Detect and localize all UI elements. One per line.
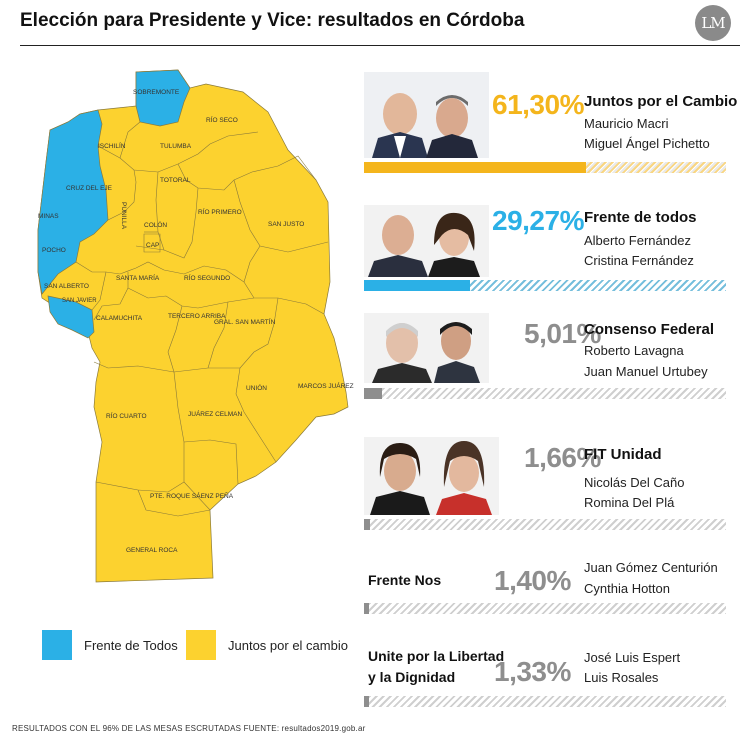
candidate-name: Nicolás Del Caño: [584, 475, 685, 490]
candidate-name: Miguel Ángel Pichetto: [584, 136, 710, 151]
label-punilla: PUNILLA: [120, 202, 127, 230]
result-card-frente: 29,27% Frente de todos Alberto Fernández…: [364, 205, 726, 295]
candidate-name: José Luis Espert: [584, 650, 681, 665]
legend-label-frente: Frente de Todos: [84, 637, 178, 653]
map-departments: [37, 69, 349, 583]
label-san-javier: SAN JAVIER: [62, 298, 97, 304]
label-colon: COLÓN: [144, 220, 167, 229]
map-labels: SOBREMONTE RÍO SECO ISCHILÍN TULUMBA TOT…: [38, 89, 354, 554]
result-bar-fill: [364, 280, 470, 291]
blue-region-san-javier: [47, 295, 95, 339]
result-bar-hatch: [470, 280, 726, 291]
candidate-name: Juan Gómez Centurión: [584, 560, 718, 575]
percentage-value: 1,33%: [494, 656, 571, 687]
candidates-photo: [364, 205, 489, 277]
result-bar: [364, 696, 726, 707]
result-card-consenso: 5,01% Consenso Federal Roberto Lavagna J…: [364, 313, 726, 403]
result-bar-fill: [364, 388, 382, 399]
party-name: y la Dignidad: [368, 669, 456, 685]
lm-logo: LM: [695, 5, 731, 41]
label-marcos-juarez: MARCOS JUÁREZ: [298, 381, 354, 390]
source-footnote: RESULTADOS CON EL 96% DE LAS MESAS ESCRU…: [12, 724, 366, 733]
result-card-juntos: 61,30% Juntos por el Cambio Mauricio Mac…: [364, 72, 737, 177]
legend-swatch-blue: [42, 630, 72, 660]
result-bar: [364, 603, 726, 614]
page-title: Elección para Presidente y Vice: resulta…: [20, 10, 525, 31]
candidate-name: Cristina Fernández: [584, 253, 694, 268]
candidates-photo: [364, 72, 489, 158]
label-tulumba: TULUMBA: [160, 143, 192, 150]
label-rio-cuarto: RÍO CUARTO: [106, 411, 147, 420]
party-name: Consenso Federal: [584, 321, 715, 338]
result-card-fit: 1,66% FIT Unidad Nicolás Del Caño Romina…: [364, 437, 726, 532]
label-union: UNIÓN: [246, 383, 267, 392]
cordoba-map: SOBREMONTE RÍO SECO ISCHILÍN TULUMBA TOT…: [37, 69, 354, 583]
result-bar: [364, 280, 726, 291]
label-rio-seco: RÍO SECO: [206, 115, 238, 124]
label-rio-segundo: RÍO SEGUNDO: [184, 273, 230, 282]
label-calamuchita: CALAMUCHITA: [96, 315, 143, 322]
label-pocho: POCHO: [42, 247, 66, 254]
legend-frente: Frente de Todos: [42, 630, 178, 660]
label-general-roca: GENERAL ROCA: [126, 547, 178, 554]
label-sobremonte: SOBREMONTE: [133, 89, 180, 96]
party-name: Unite por la Libertad: [368, 648, 505, 664]
percentage-value: 1,66%: [524, 442, 601, 473]
percentage-value: 61,30%: [492, 89, 584, 120]
label-tercero-arriba: TERCERO ARRIBA: [168, 313, 226, 320]
party-name: Frente de todos: [584, 209, 697, 226]
blue-region-west: [37, 109, 109, 295]
party-name: FIT Unidad: [584, 446, 662, 463]
result-bar: [364, 519, 726, 530]
result-bar-fill: [364, 162, 586, 173]
result-card-unite: Unite por la Libertad y la Dignidad 1,33…: [364, 646, 726, 716]
result-bar-fill: [364, 603, 369, 614]
candidate-name: Luis Rosales: [584, 670, 659, 685]
candidate-name: Mauricio Macri: [584, 116, 669, 131]
label-totoral: TOTORAL: [160, 177, 191, 184]
party-name: Juntos por el Cambio: [584, 93, 738, 110]
candidate-name: Roberto Lavagna: [584, 343, 684, 358]
label-santa-maria: SANTA MARÍA: [116, 273, 160, 282]
legend-juntos: Juntos por el cambio: [186, 630, 348, 660]
legend-swatch-yellow: [186, 630, 216, 660]
label-roque-saenz-pena: PTE. ROQUE SÁENZ PEÑA: [150, 491, 234, 500]
percentage-value: 1,40%: [494, 565, 571, 596]
label-san-alberto: SAN ALBERTO: [44, 283, 89, 290]
blue-region-sobremonte: [135, 69, 191, 127]
percentage-value: 29,27%: [492, 205, 584, 236]
candidate-name: Romina Del Plá: [584, 495, 675, 510]
label-minas: MINAS: [38, 213, 59, 220]
label-cap: CAP: [146, 242, 159, 249]
result-bar: [364, 162, 726, 173]
result-bar: [364, 388, 726, 399]
result-bar-fill: [364, 696, 369, 707]
candidates-photo: [364, 313, 489, 383]
label-cruz-del-eje: CRUZ DEL EJE: [66, 185, 113, 192]
label-ischilin: ISCHILÍN: [98, 141, 126, 150]
label-rio-primero: RÍO PRIMERO: [198, 207, 242, 216]
label-san-justo: SAN JUSTO: [268, 221, 304, 228]
result-bar-fill: [364, 519, 370, 530]
title-divider: [20, 45, 740, 46]
legend-label-juntos: Juntos por el cambio: [228, 637, 348, 653]
candidates-photo: [364, 437, 499, 515]
percentage-value: 5,01%: [524, 318, 601, 349]
result-bar-hatch: [586, 162, 726, 173]
candidate-name: Juan Manuel Urtubey: [584, 364, 708, 379]
candidate-name: Alberto Fernández: [584, 233, 691, 248]
label-juarez-celman: JUÁREZ CELMAN: [188, 409, 242, 418]
party-name: Frente Nos: [368, 572, 442, 588]
result-card-frente-nos: Frente Nos 1,40% Juan Gómez Centurión Cy…: [364, 558, 726, 618]
candidate-name: Cynthia Hotton: [584, 581, 670, 596]
label-gral-san-martin: GRAL. SAN MARTÍN: [214, 317, 276, 326]
